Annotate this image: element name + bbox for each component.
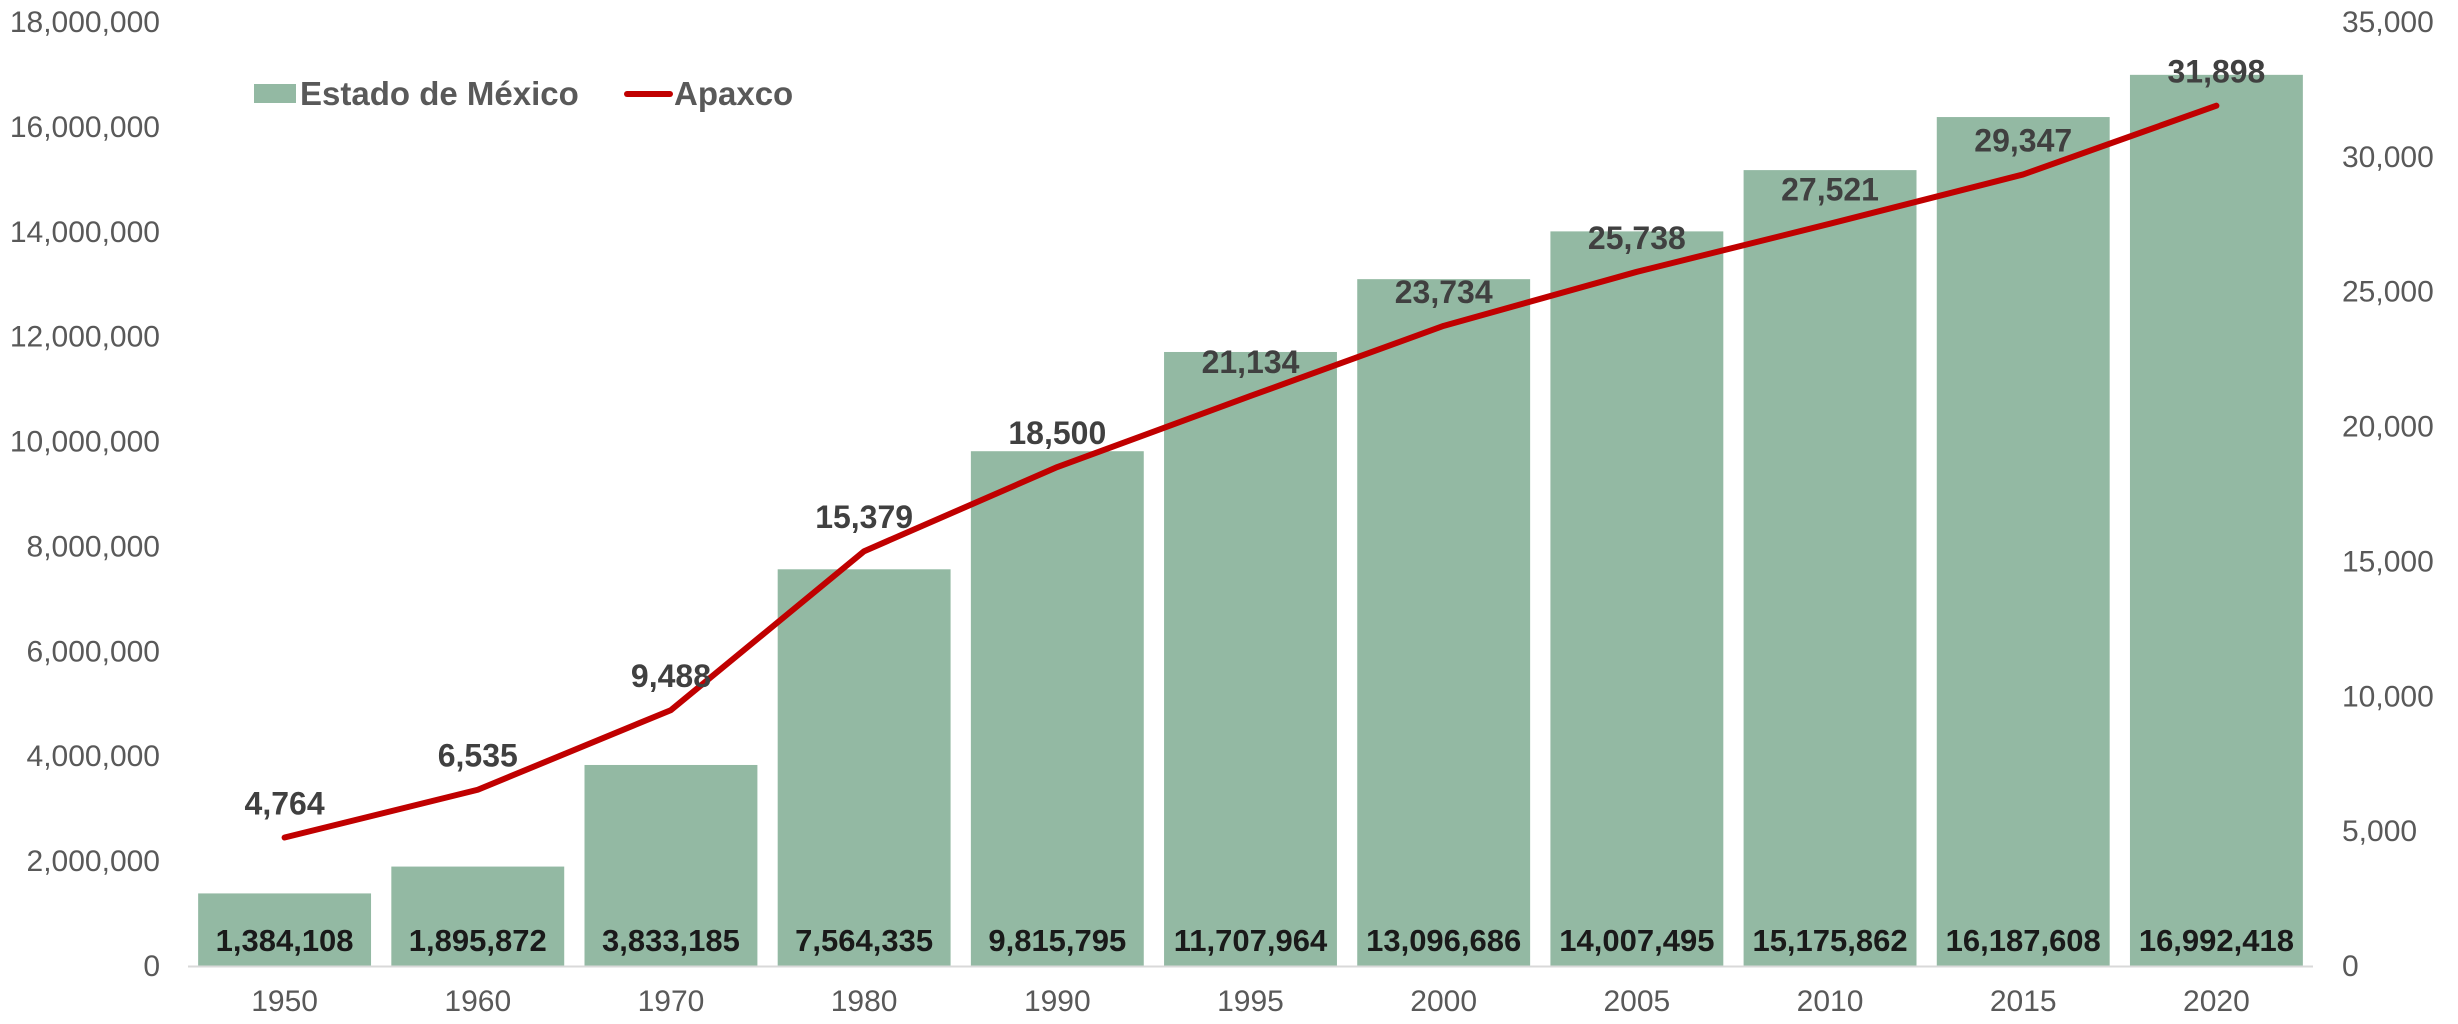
bar-data-label: 11,707,964 [1174, 923, 1328, 958]
legend-label-bar: Estado de México [300, 75, 579, 112]
bar [2129, 74, 2303, 966]
bar-data-label: 16,992,418 [2139, 923, 2294, 958]
line-data-label: 6,535 [438, 738, 518, 774]
bar [584, 764, 758, 966]
legend-swatch-bar [254, 84, 296, 103]
x-axis-tick-label: 2020 [2183, 985, 2250, 1018]
bar-data-label: 15,175,862 [1752, 923, 1907, 958]
left-axis-tick-label: 16,000,000 [10, 111, 160, 144]
left-axis-tick-label: 10,000,000 [10, 426, 160, 459]
bar-data-label: 13,096,686 [1366, 923, 1521, 958]
bar [1936, 117, 2110, 967]
left-axis-tick-label: 6,000,000 [27, 635, 160, 668]
right-axis-tick-label: 25,000 [2342, 276, 2434, 309]
right-axis-tick-label: 35,000 [2342, 6, 2434, 39]
left-axis-tick-label: 18,000,000 [10, 6, 160, 39]
bar [1743, 170, 1917, 966]
line-data-label: 25,738 [1588, 220, 1686, 256]
right-axis-tick-label: 0 [2342, 950, 2359, 983]
x-axis-tick-label: 1990 [1024, 985, 1091, 1018]
series-line-apaxco [281, 102, 2220, 841]
left-axis-tick-label: 2,000,000 [27, 845, 160, 878]
bar-data-label: 14,007,495 [1559, 923, 1714, 958]
line-data-label: 21,134 [1202, 344, 1300, 380]
x-axis-tick-label: 1960 [444, 985, 511, 1018]
bar-data-label: 1,895,872 [409, 923, 547, 958]
bar [391, 866, 565, 966]
bar-data-label: 7,564,335 [795, 923, 933, 958]
bar [777, 569, 951, 966]
bar-data-label: 3,833,185 [602, 923, 740, 958]
line-data-label: 15,379 [815, 499, 913, 535]
left-axis-tick-label: 12,000,000 [10, 321, 160, 354]
line-data-label: 18,500 [1008, 415, 1106, 451]
right-axis-tick-label: 10,000 [2342, 680, 2434, 713]
bar [1357, 279, 1531, 966]
x-axis-tick-label: 1995 [1217, 985, 1284, 1018]
bar [1164, 351, 1337, 967]
right-axis-tick-label: 5,000 [2342, 815, 2417, 848]
bar [198, 893, 372, 966]
bar [1550, 231, 1724, 966]
x-axis-tick-label: 2015 [1990, 985, 2057, 1018]
bar-data-label: 9,815,795 [988, 923, 1126, 958]
line-data-label: 31,898 [2167, 54, 2265, 90]
right-axis-tick-label: 30,000 [2342, 141, 2434, 174]
line-data-label: 9,488 [631, 658, 711, 694]
left-axis-tick-label: 14,000,000 [10, 216, 160, 249]
left-axis-tick-label: 8,000,000 [27, 530, 160, 563]
line-data-label: 4,764 [245, 786, 325, 822]
line-data-label: 23,734 [1395, 274, 1493, 310]
bar-data-label: 16,187,608 [1946, 923, 2101, 958]
left-axis-tick-label: 0 [143, 950, 160, 983]
bar [970, 451, 1144, 967]
left-axis-tick-label: 4,000,000 [27, 740, 160, 773]
legend-label-line: Apaxco [674, 75, 793, 112]
right-axis-tick-label: 20,000 [2342, 411, 2434, 444]
x-axis-tick-label: 1970 [638, 985, 705, 1018]
line-data-label: 27,521 [1781, 172, 1879, 208]
x-axis-tick-label: 1950 [251, 985, 318, 1018]
x-axis-tick-label: 2005 [1603, 985, 1670, 1018]
bar-data-label: 1,384,108 [216, 923, 354, 958]
x-axis-tick-label: 2010 [1797, 985, 1864, 1018]
right-axis-tick-label: 15,000 [2342, 545, 2434, 578]
x-axis-tick-label: 2000 [1410, 985, 1477, 1018]
x-axis-tick-label: 1980 [831, 985, 898, 1018]
line-data-label: 29,347 [1974, 122, 2072, 158]
